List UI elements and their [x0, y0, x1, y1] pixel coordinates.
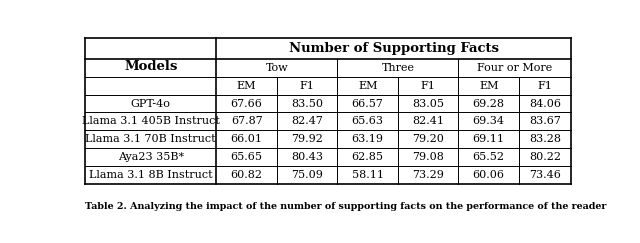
Text: 73.29: 73.29: [412, 170, 444, 180]
Text: 83.28: 83.28: [529, 134, 561, 144]
Text: Aya23 35B*: Aya23 35B*: [118, 152, 184, 162]
Text: 66.57: 66.57: [352, 98, 383, 109]
Text: EM: EM: [237, 81, 257, 91]
Text: Llama 3.1 70B Instruct: Llama 3.1 70B Instruct: [85, 134, 216, 144]
Text: 66.01: 66.01: [230, 134, 262, 144]
Text: 79.92: 79.92: [291, 134, 323, 144]
Text: Models: Models: [124, 60, 177, 73]
Text: Llama 3.1 8B Instruct: Llama 3.1 8B Instruct: [89, 170, 212, 180]
Text: Llama 3.1 405B Instruct: Llama 3.1 405B Instruct: [82, 116, 220, 126]
Text: 69.34: 69.34: [473, 116, 505, 126]
Text: 62.85: 62.85: [352, 152, 384, 162]
Text: 65.63: 65.63: [352, 116, 384, 126]
Text: Four or More: Four or More: [477, 63, 552, 73]
Text: Table 2. Analyzing the impact of the number of supporting facts on the performan: Table 2. Analyzing the impact of the num…: [85, 202, 606, 211]
Text: F1: F1: [300, 81, 315, 91]
Text: 58.11: 58.11: [352, 170, 384, 180]
Text: 75.09: 75.09: [291, 170, 323, 180]
Text: 67.66: 67.66: [230, 98, 262, 109]
Text: 79.20: 79.20: [412, 134, 444, 144]
Text: 60.06: 60.06: [473, 170, 505, 180]
Text: 60.82: 60.82: [230, 170, 262, 180]
Text: 67.87: 67.87: [231, 116, 262, 126]
Text: 79.08: 79.08: [412, 152, 444, 162]
Text: 65.52: 65.52: [473, 152, 505, 162]
Text: EM: EM: [358, 81, 378, 91]
Text: 82.47: 82.47: [291, 116, 323, 126]
Text: Number of Supporting Facts: Number of Supporting Facts: [289, 42, 499, 55]
Text: 82.41: 82.41: [412, 116, 444, 126]
Text: 63.19: 63.19: [352, 134, 384, 144]
Text: Three: Three: [381, 63, 415, 73]
Text: 83.05: 83.05: [412, 98, 444, 109]
Text: 65.65: 65.65: [230, 152, 262, 162]
Text: GPT-4o: GPT-4o: [131, 98, 171, 109]
Text: 73.46: 73.46: [529, 170, 561, 180]
Text: 84.06: 84.06: [529, 98, 561, 109]
Text: Tow: Tow: [266, 63, 288, 73]
Text: F1: F1: [538, 81, 552, 91]
Text: 83.67: 83.67: [529, 116, 561, 126]
Text: F1: F1: [420, 81, 436, 91]
Text: 69.28: 69.28: [473, 98, 505, 109]
Text: 80.22: 80.22: [529, 152, 561, 162]
Text: 83.50: 83.50: [291, 98, 323, 109]
Text: 69.11: 69.11: [473, 134, 505, 144]
Text: 80.43: 80.43: [291, 152, 323, 162]
Text: EM: EM: [479, 81, 499, 91]
